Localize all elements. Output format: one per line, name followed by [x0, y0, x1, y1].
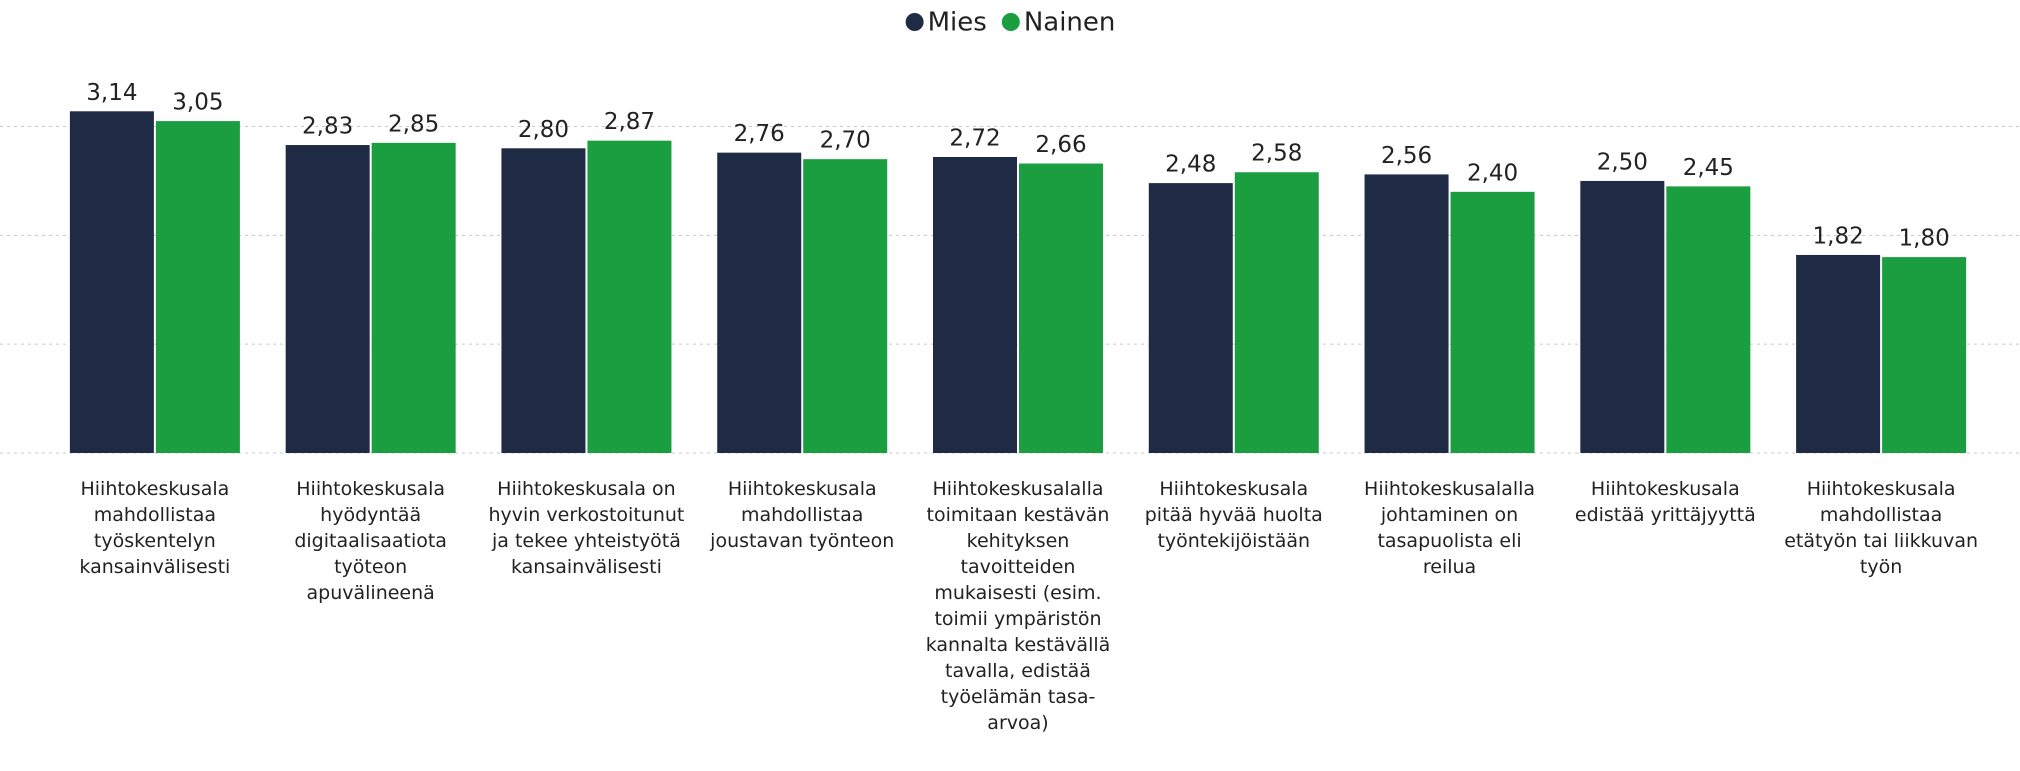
- value-label: 2,50: [1597, 149, 1648, 175]
- value-label: 2,58: [1251, 141, 1302, 167]
- x-tick-label: Hiihtokeskusalalla johtaminen on tasapuo…: [1352, 476, 1548, 580]
- value-label: 2,66: [1035, 132, 1086, 158]
- bar: [587, 141, 671, 453]
- legend-label: Mies: [928, 8, 987, 38]
- value-label: 2,45: [1683, 155, 1734, 181]
- value-label: 3,14: [86, 80, 137, 106]
- value-label: 2,76: [734, 121, 785, 147]
- legend-marker: [1002, 13, 1020, 31]
- legend-marker: [906, 13, 924, 31]
- value-label: 2,40: [1467, 160, 1518, 186]
- value-label: 2,87: [604, 109, 655, 135]
- bar: [1451, 192, 1535, 453]
- value-label: 3,05: [172, 90, 223, 116]
- x-tick-label: Hiihtokeskusala on hyvin verkostoitunut …: [488, 476, 684, 580]
- value-label: 1,82: [1813, 223, 1864, 249]
- x-tick-label: Hiihtokeskusala mahdollistaa joustavan t…: [704, 476, 900, 554]
- bar: [1235, 172, 1319, 453]
- value-label: 2,80: [518, 117, 569, 143]
- bar: [1365, 174, 1449, 453]
- bar: [803, 159, 887, 453]
- x-tick-label: Hiihtokeskusala edistää yrittäjyyttä: [1567, 476, 1763, 528]
- bar: [156, 121, 240, 453]
- value-label: 2,56: [1381, 143, 1432, 169]
- bar: [1149, 183, 1233, 453]
- x-tick-label: Hiihtokeskusala hyödyntää digitaalisaati…: [273, 476, 469, 606]
- bar: [1580, 181, 1664, 453]
- bar: [1796, 255, 1880, 453]
- x-tick-label: Hiihtokeskusala mahdollistaa etätyön tai…: [1783, 476, 1979, 580]
- x-tick-label: Hiihtokeskusala pitää hyvää huolta työnt…: [1136, 476, 1332, 554]
- legend-label: Nainen: [1024, 8, 1116, 38]
- bar: [1882, 257, 1966, 453]
- bar: [501, 148, 585, 453]
- bar: [286, 145, 370, 453]
- bar: [1019, 164, 1103, 453]
- value-label: 2,85: [388, 111, 439, 137]
- value-label: 2,83: [302, 114, 353, 140]
- value-label: 1,80: [1899, 226, 1950, 252]
- bar: [372, 143, 456, 453]
- value-label: 2,72: [949, 126, 1000, 152]
- bar: [70, 111, 154, 453]
- value-label: 2,48: [1165, 152, 1216, 178]
- bar: [717, 153, 801, 453]
- bar: [933, 157, 1017, 453]
- bar: [1666, 186, 1750, 453]
- value-label: 2,70: [820, 128, 871, 154]
- page: Mies Nainen 3,14 3,05 2,83 2,85 2,80 2,87 2,76 2,…: [0, 0, 2020, 771]
- x-tick-label: Hiihtokeskusala mahdollistaa työskentely…: [57, 476, 253, 580]
- x-tick-label: Hiihtokeskusalalla toimitaan kestävän ke…: [920, 476, 1116, 736]
